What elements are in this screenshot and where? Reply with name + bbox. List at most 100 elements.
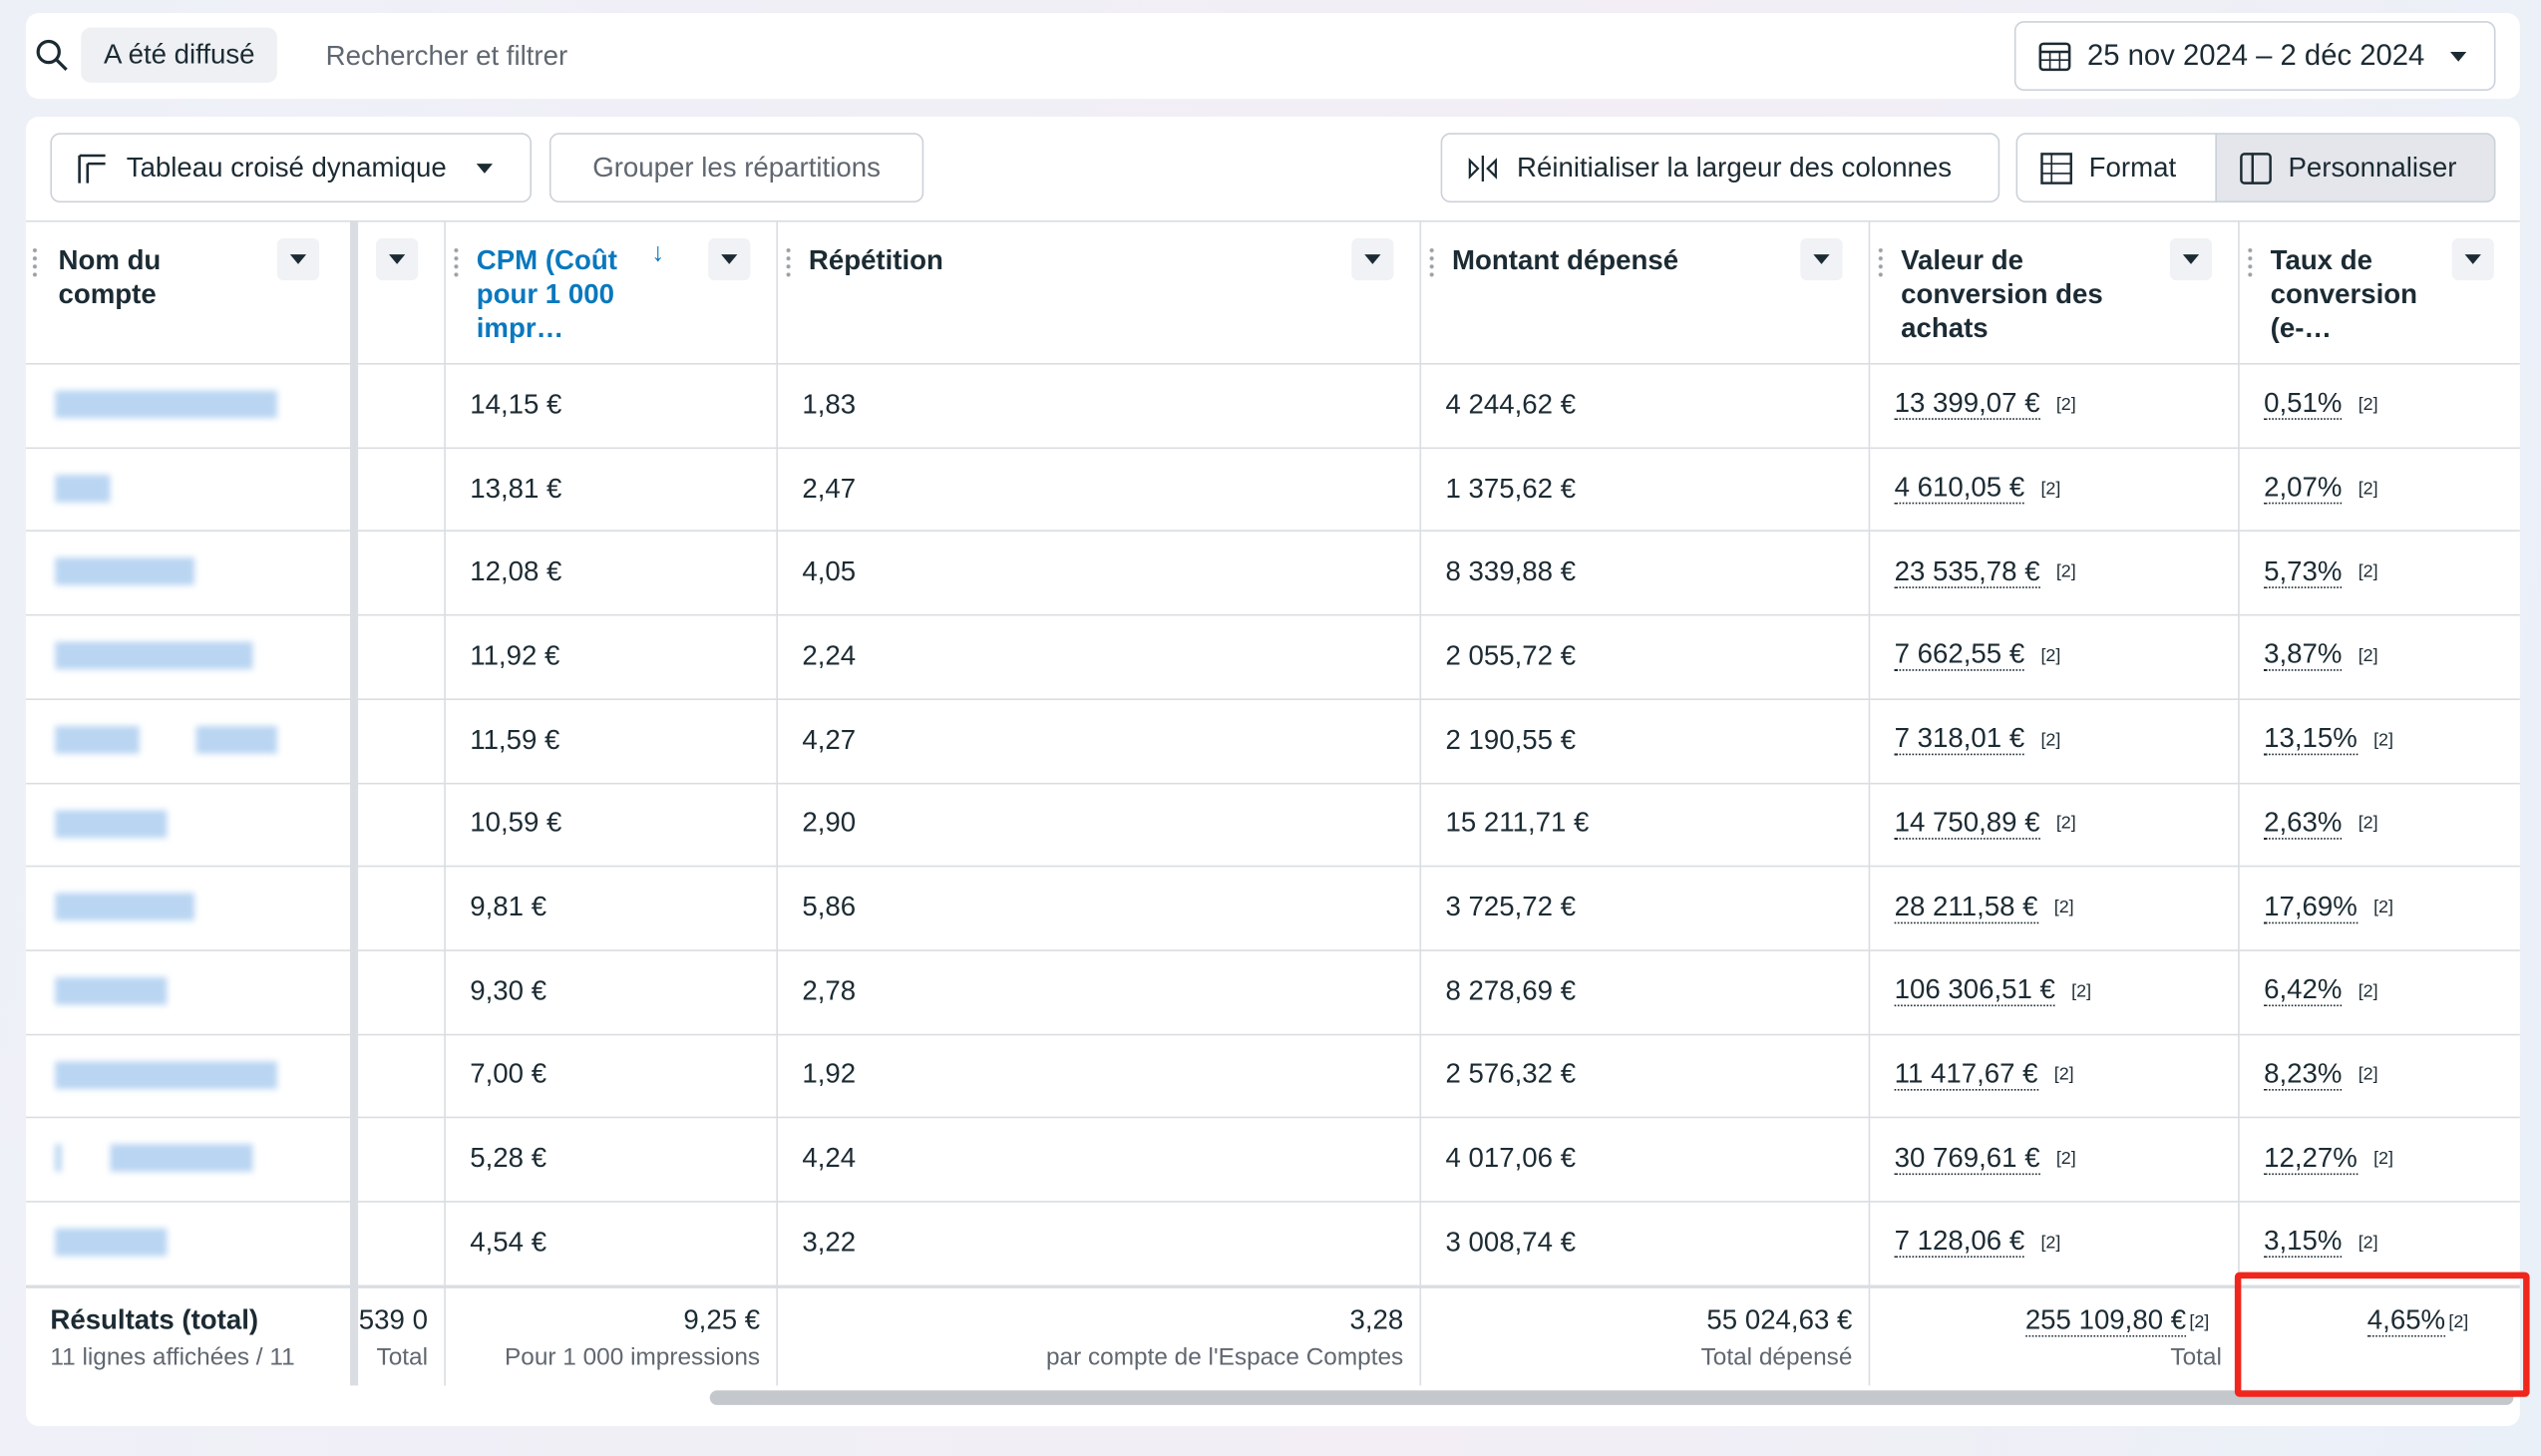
row-border — [26, 531, 2520, 533]
blurred-account-name — [110, 1144, 253, 1173]
cell-value[interactable]: 8,23% — [2264, 1058, 2343, 1091]
table-cell: 10,59 € — [470, 782, 561, 866]
column-divider — [1868, 220, 1871, 1385]
date-picker[interactable]: 25 nov 2024 – 2 déc 2024 — [2013, 21, 2496, 91]
cell-value[interactable]: 3,87% — [2264, 638, 2343, 672]
search-input[interactable]: Rechercher et filtrer — [325, 40, 568, 72]
row-border — [26, 1033, 2520, 1035]
blurred-account-name — [55, 893, 194, 921]
filter-chip[interactable]: A été diffusé — [81, 27, 278, 83]
total-number: 255 109,80 € — [2024, 1303, 2187, 1337]
cell-value[interactable]: 30 769,61 € — [1894, 1142, 2040, 1175]
footnote: [2] — [2055, 562, 2076, 582]
table-cell: 5,73% [2] — [2264, 531, 2378, 614]
search-bar: A été diffusé Rechercher et filtrer 25 n… — [26, 13, 2520, 100]
cell-value[interactable]: 23 535,78 € — [1894, 554, 2040, 588]
table-cell: 2 576,32 € — [1446, 1033, 1577, 1117]
cell-value: 2,78 — [802, 974, 857, 1006]
cell-value: 2,90 — [802, 807, 857, 839]
cell-value[interactable]: 2,07% — [2264, 471, 2343, 505]
column-menu[interactable] — [376, 237, 419, 281]
blurred-account-name — [55, 390, 277, 419]
column-header: Taux de conversion (e-… — [2270, 244, 2418, 344]
table-cell: 7,00 € — [470, 1033, 546, 1117]
cell-value[interactable]: 11 417,67 € — [1894, 1058, 2038, 1091]
table-cell: 13 399,07 € [2] — [1894, 363, 2076, 447]
table-cell: 1 375,62 € — [1446, 447, 1577, 531]
customize-icon — [2240, 152, 2272, 184]
footnote: [2] — [2040, 1233, 2061, 1253]
format-label: Format — [2088, 151, 2177, 182]
reset-label: Réinitialiser la largeur des colonnes — [1517, 151, 1953, 182]
sort-arrow: ↓ — [651, 239, 665, 268]
row-border — [26, 1201, 2520, 1203]
column-header: Nom du compte — [58, 244, 162, 310]
footnote: [2] — [2358, 562, 2378, 582]
cell-value: 11,92 € — [470, 639, 560, 671]
cell-value[interactable]: 3,15% — [2264, 1226, 2343, 1259]
column-menu[interactable] — [1800, 237, 1843, 281]
pivot-label: Tableau croisé dynamique — [126, 151, 447, 182]
row-border — [26, 1117, 2520, 1119]
group-button[interactable]: Grouper les répartitions — [548, 133, 924, 203]
scrollbar[interactable] — [709, 1390, 2514, 1405]
cell-value[interactable]: 106 306,51 € — [1894, 974, 2055, 1007]
header-border — [26, 363, 2520, 365]
table-cell: 12,08 € — [470, 531, 561, 614]
cell-value: 1 375,62 € — [1445, 472, 1577, 504]
table-cell: 4 610,05 € [2] — [1894, 447, 2060, 531]
cell-value: 13,81 € — [470, 472, 562, 504]
column-menu[interactable] — [2169, 237, 2213, 281]
cell-value[interactable]: 2,63% — [2264, 806, 2343, 840]
reset-width-button[interactable]: Réinitialiser la largeur des colonnes — [1440, 133, 2000, 203]
total-value: 9,25 € — [444, 1304, 760, 1337]
table-cell: 4 244,62 € — [1446, 363, 1577, 447]
cell-value[interactable]: 28 211,58 € — [1894, 890, 2038, 923]
table-cell: 9,81 € — [470, 866, 546, 949]
cell-value[interactable]: 5,73% — [2264, 554, 2343, 588]
blurred-account-name — [55, 557, 194, 586]
total-note: Pour 1 000 impressions — [505, 1342, 761, 1371]
reset-icon — [1468, 155, 1498, 182]
row-border — [26, 446, 2520, 449]
cell-value[interactable]: 12,27% — [2264, 1142, 2358, 1175]
blurred-account-name — [55, 1060, 277, 1089]
cell-value[interactable]: 4 610,05 € — [1894, 471, 2025, 505]
table-cell: 3 725,72 € — [1446, 866, 1577, 949]
caret — [289, 254, 307, 264]
column-header: Montant dépensé — [1452, 244, 1679, 276]
cell-value[interactable]: 13 399,07 € — [1894, 387, 2040, 421]
column-divider — [776, 220, 778, 1385]
highlight-box — [2234, 1272, 2530, 1397]
table-cell: 30 769,61 € [2] — [1894, 1117, 2076, 1201]
cell-value[interactable]: 14 750,89 € — [1894, 806, 2040, 840]
footnote: [2] — [2358, 814, 2378, 834]
customize-button[interactable]: Personnaliser — [2215, 133, 2496, 203]
table-cell: 11,92 € — [470, 614, 559, 698]
footnote: [2] — [2358, 646, 2378, 666]
cell-value[interactable]: 0,51% — [2264, 387, 2343, 421]
column-menu[interactable] — [1351, 237, 1394, 281]
footnote: [2] — [2448, 1311, 2469, 1332]
table-cell: 8 278,69 € — [1446, 949, 1577, 1033]
format-button[interactable]: Format — [2015, 133, 2217, 203]
total-note: Total dépensé — [1700, 1342, 1853, 1371]
cell-value[interactable]: 6,42% — [2264, 974, 2343, 1007]
blurred-account-name — [195, 725, 277, 754]
table-cell: 15 211,71 € — [1446, 782, 1590, 866]
table-cell: 2,24 — [802, 614, 856, 698]
column-menu[interactable] — [276, 237, 320, 281]
cell-value: 2 190,55 € — [1445, 723, 1577, 755]
cell-value[interactable]: 13,15% — [2264, 722, 2358, 756]
column-menu[interactable] — [2451, 237, 2494, 281]
cell-value[interactable]: 7 662,55 € — [1894, 638, 2025, 672]
pivot-icon — [78, 153, 106, 182]
column-menu[interactable] — [708, 237, 751, 281]
cell-value[interactable]: 17,69% — [2264, 890, 2358, 923]
column-divider — [2238, 220, 2240, 1385]
pivot-button[interactable]: Tableau croisé dynamique — [50, 133, 532, 203]
cell-value[interactable]: 7 128,06 € — [1894, 1226, 2025, 1259]
cell-value: 15 211,71 € — [1445, 807, 1590, 839]
total-value: 4,65% — [2238, 1303, 2446, 1337]
cell-value[interactable]: 7 318,01 € — [1894, 722, 2025, 756]
